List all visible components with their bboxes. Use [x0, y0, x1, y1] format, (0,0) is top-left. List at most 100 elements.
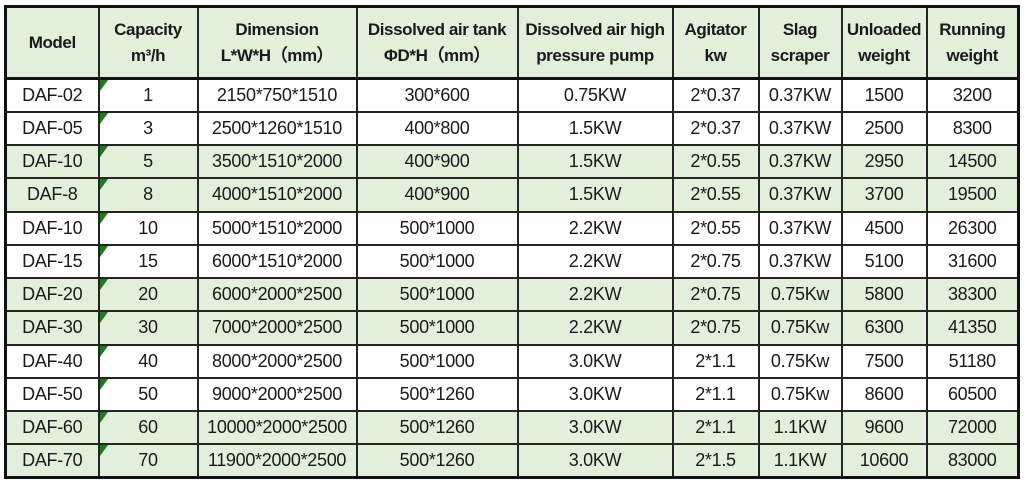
cell-agitator: 2*0.75 — [671, 310, 760, 346]
cell-value: 500*1260 — [399, 417, 475, 438]
cell-value: 38300 — [947, 284, 997, 305]
cell-value: 10000*2000*2500 — [207, 417, 347, 438]
cell-value: 6300 — [864, 317, 904, 338]
header-sublabel: weight — [946, 45, 999, 65]
cell-slag_scraper: 1.1KW — [757, 409, 843, 446]
cell-value: 3 — [143, 117, 153, 138]
header-sublabel: kw — [704, 45, 727, 65]
cell-value: 2500 — [864, 117, 904, 138]
cell-running_weight: 51180 — [925, 343, 1020, 379]
cell-running_weight: 31600 — [925, 243, 1020, 280]
cell-value: 500*1000 — [399, 217, 475, 238]
cell-value: 2*0.55 — [690, 217, 741, 238]
cell-value: 2.2KW — [568, 217, 622, 238]
table-row: DAF-05 3 2500*1260*1510 400*800 1.5KW 2*0.37 0… — [4, 110, 1020, 147]
cell-value: 5100 — [864, 250, 904, 271]
cell-unloaded_weight: 6300 — [840, 310, 928, 346]
table-row: DAF-70 70 11900*2000*2500 500*1260 3.0KW 2*1.… — [4, 443, 1020, 479]
cell-value: 2*0.75 — [690, 284, 741, 305]
cell-value: 400*800 — [404, 117, 470, 138]
cell-value: 5000*1510*2000 — [212, 217, 342, 238]
cell-dissolved_air_tank: 300*600 — [355, 77, 519, 113]
cell-pressure_pump: 2.2KW — [516, 276, 674, 313]
cell-value: DAF-30 — [22, 317, 83, 338]
cell-value: 31600 — [947, 250, 997, 271]
column-header-unloaded-weight: Unloaded weight — [840, 5, 928, 80]
cell-dimension: 6000*1510*2000 — [196, 243, 358, 280]
cell-value: DAF-70 — [22, 450, 83, 471]
cell-running_weight: 83000 — [925, 443, 1020, 479]
header-label: Agitator — [684, 19, 747, 39]
cell-slag_scraper: 0.37KW — [757, 143, 843, 180]
cell-slag_scraper: 0.75Kw — [757, 276, 843, 313]
cell-dimension: 8000*2000*2500 — [196, 343, 358, 379]
cell-pressure_pump: 1.5KW — [516, 143, 674, 180]
cell-dissolved_air_tank: 500*1000 — [355, 343, 519, 379]
cell-value: 40 — [138, 350, 158, 371]
cell-agitator: 2*0.55 — [671, 143, 760, 180]
cell-value: 3500*1510*2000 — [212, 151, 342, 172]
header-label: Slag — [782, 19, 818, 39]
column-header-model: Model — [4, 5, 100, 80]
table-row: DAF-20 20 6000*2000*2500 500*1000 2.2KW 2*0.7… — [4, 276, 1020, 313]
cell-unloaded_weight: 2500 — [840, 110, 928, 147]
cell-value: 2.2KW — [568, 317, 622, 338]
cell-value: 2*0.37 — [690, 84, 741, 105]
green-triangle-indicator-icon — [100, 280, 108, 290]
cell-value: 500*1000 — [399, 250, 475, 271]
cell-dissolved_air_tank: 500*1000 — [355, 243, 519, 280]
cell-value: 0.37KW — [768, 184, 832, 205]
column-header-dissolved-air-tank: Dissolved air tank ΦD*H（mm） — [355, 5, 519, 80]
cell-dissolved_air_tank: 400*800 — [355, 110, 519, 147]
cell-value: 2500*1260*1510 — [212, 117, 342, 138]
table-body: DAF-02 1 2150*750*1510 300*600 0.75KW 2*0.37 0… — [4, 77, 1020, 479]
cell-capacity: 1 — [97, 77, 199, 113]
table-row: DAF-10 5 3500*1510*2000 400*900 1.5KW 2*0.55 0… — [4, 143, 1020, 180]
cell-value: 1.1KW — [773, 450, 827, 471]
cell-value: DAF-02 — [22, 84, 83, 105]
cell-value: 500*1260 — [399, 450, 475, 471]
cell-value: 8300 — [952, 117, 992, 138]
cell-unloaded_weight: 1500 — [840, 77, 928, 113]
cell-model: DAF-8 — [4, 177, 100, 213]
cell-value: 20 — [138, 284, 158, 305]
cell-value: 500*1000 — [399, 284, 475, 305]
cell-value: 2*1.5 — [695, 450, 736, 471]
cell-slag_scraper: 0.37KW — [757, 210, 843, 246]
green-triangle-indicator-icon — [100, 346, 108, 357]
cell-dimension: 10000*2000*2500 — [196, 409, 358, 446]
cell-unloaded_weight: 9600 — [840, 409, 928, 446]
cell-unloaded_weight: 2950 — [840, 143, 928, 180]
header-sublabel: scraper — [770, 45, 830, 65]
cell-value: 1.5KW — [568, 184, 622, 205]
cell-dissolved_air_tank: 500*1000 — [355, 310, 519, 346]
cell-dissolved_air_tank: 500*1260 — [355, 376, 519, 413]
cell-pressure_pump: 3.0KW — [516, 443, 674, 479]
cell-value: DAF-10 — [22, 151, 83, 172]
header-label: Dissolved air tank — [367, 19, 507, 39]
cell-capacity: 15 — [97, 243, 199, 280]
cell-model: DAF-60 — [4, 409, 100, 446]
cell-dissolved_air_tank: 500*1000 — [355, 276, 519, 313]
cell-running_weight: 26300 — [925, 210, 1020, 246]
cell-slag_scraper: 0.75Kw — [757, 343, 843, 379]
cell-value: 2.2KW — [568, 284, 622, 305]
cell-agitator: 2*0.37 — [671, 110, 760, 147]
cell-value: 60500 — [947, 383, 997, 404]
cell-value: 50 — [138, 383, 158, 404]
cell-value: 0.75Kw — [770, 284, 830, 305]
cell-value: 2.2KW — [568, 250, 622, 271]
green-triangle-indicator-icon — [100, 213, 108, 224]
cell-pressure_pump: 3.0KW — [516, 343, 674, 379]
cell-value: 1.1KW — [773, 417, 827, 438]
cell-agitator: 2*1.1 — [671, 343, 760, 379]
header-label: Running — [939, 19, 1006, 39]
cell-slag_scraper: 0.37KW — [757, 177, 843, 213]
cell-capacity: 8 — [97, 177, 199, 213]
cell-agitator: 2*1.1 — [671, 376, 760, 413]
cell-pressure_pump: 1.5KW — [516, 177, 674, 213]
cell-model: DAF-70 — [4, 443, 100, 479]
cell-value: 2*1.1 — [695, 417, 736, 438]
cell-value: 14500 — [947, 151, 997, 172]
